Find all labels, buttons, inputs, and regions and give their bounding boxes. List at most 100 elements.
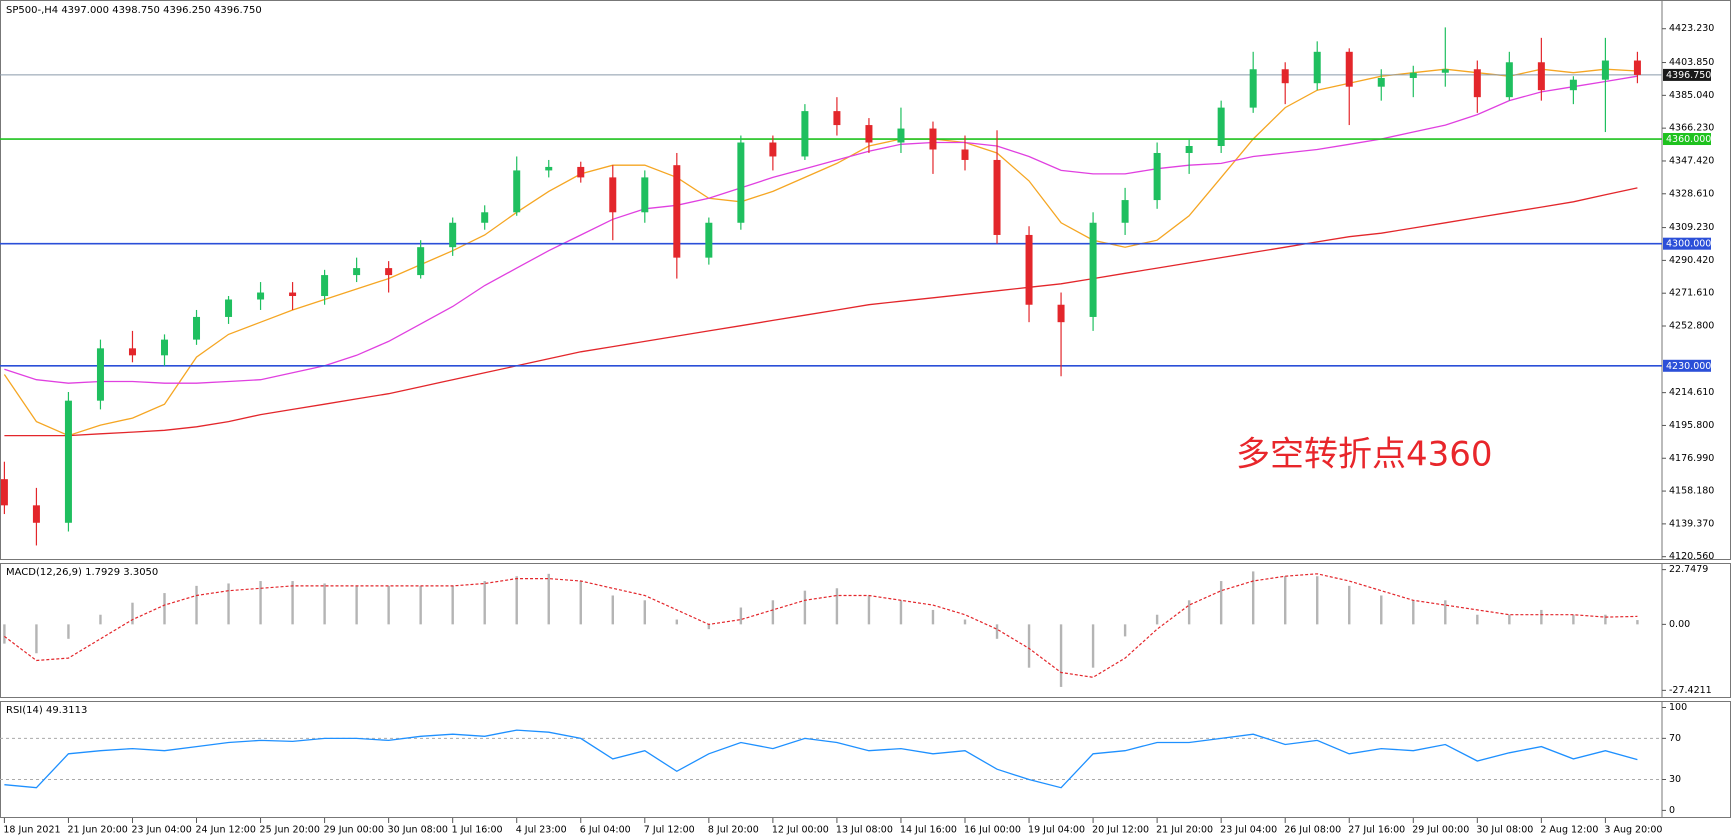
y-tick-label: 4139.370	[1669, 518, 1714, 529]
y-tick-label: 4252.800	[1669, 321, 1714, 332]
histogram-bar	[771, 600, 775, 625]
level-label: 4230.000	[1666, 361, 1711, 372]
histogram-bar	[355, 585, 358, 625]
histogram-bar	[611, 595, 614, 625]
x-tick-label: 23 Jul 04:00	[1220, 825, 1277, 836]
histogram-bar	[1604, 614, 1607, 625]
x-tick-label: 30 Jun 08:00	[388, 825, 448, 836]
level-label-box	[1663, 133, 1711, 146]
histogram-bar	[707, 624, 711, 630]
y-tick-label: 4120.560	[1669, 551, 1714, 562]
y-tick-label: 4176.990	[1669, 453, 1714, 464]
chart-title: SP500-,H4 4397.000 4398.750 4396.250 439…	[6, 5, 262, 16]
x-tick-label: 4 Jul 23:00	[516, 825, 567, 836]
x-tick-label: 25 Jun 20:00	[260, 825, 320, 836]
histogram-bar	[1444, 600, 1447, 625]
x-tick-label: 26 Jul 08:00	[1284, 825, 1341, 836]
y-tick-label: 4328.610	[1669, 188, 1714, 199]
candle-body	[929, 128, 937, 150]
histogram-bar	[195, 585, 198, 625]
panel-frame	[0, 0, 1731, 560]
x-tick-label: 27 Jul 16:00	[1348, 825, 1405, 836]
histogram-bar	[803, 590, 807, 625]
candle-body	[64, 400, 72, 523]
candle-body	[1153, 152, 1161, 201]
x-tick-label: 8 Jul 20:00	[708, 825, 759, 836]
candle-body	[128, 348, 136, 356]
candle-body	[1185, 146, 1193, 153]
histogram-bar	[163, 593, 166, 625]
level-label: 4300.000	[1666, 239, 1711, 250]
candle-body	[1249, 69, 1257, 108]
y-tick-label: 4403.850	[1669, 57, 1714, 68]
x-tick-label: 7 Jul 12:00	[644, 825, 695, 836]
candle-body	[1345, 51, 1353, 87]
candle-body	[1089, 222, 1097, 317]
candle-body	[289, 292, 297, 297]
y-tick-label: 30	[1669, 774, 1681, 785]
candle-body	[417, 247, 425, 276]
level-label: 4360.000	[1666, 134, 1711, 145]
candle-body	[1281, 69, 1289, 84]
histogram-bar	[867, 595, 871, 625]
histogram-bar	[1187, 600, 1191, 625]
histogram-bar	[1636, 620, 1639, 625]
x-tick-label: 3 Aug 20:00	[1604, 825, 1662, 836]
candle-body	[865, 125, 873, 143]
y-tick-label: 0.00	[1669, 619, 1690, 630]
candle-body	[0, 479, 8, 506]
y-tick-label: 70	[1669, 733, 1681, 744]
x-tick-label: 23 Jun 04:00	[131, 825, 191, 836]
histogram-bar	[579, 581, 582, 625]
level-label-box	[1663, 237, 1711, 250]
histogram-bar	[1251, 571, 1255, 625]
moving-average	[3, 68, 1638, 437]
candle-body	[1569, 79, 1577, 91]
x-tick-label: 16 Jul 00:00	[964, 825, 1021, 836]
candle-body	[225, 299, 233, 317]
x-tick-label: 21 Jun 20:00	[67, 825, 127, 836]
y-tick-label: 100	[1669, 702, 1687, 713]
histogram-bar	[419, 585, 422, 625]
histogram-bar	[739, 607, 743, 625]
y-tick-label: 4366.230	[1669, 123, 1714, 134]
y-tick-label: 4271.610	[1669, 288, 1714, 299]
candle-body	[32, 505, 40, 523]
candle-body	[1473, 69, 1481, 98]
candle-body	[1505, 62, 1513, 98]
candle-body	[577, 166, 585, 178]
histogram-bar	[99, 614, 102, 625]
candle-body	[353, 268, 361, 276]
histogram-bar	[931, 609, 935, 625]
histogram-bar	[899, 600, 903, 625]
histogram-bar	[1508, 614, 1511, 625]
x-tick-label: 13 Jul 08:00	[836, 825, 893, 836]
y-tick-label: 4385.040	[1669, 90, 1714, 101]
x-tick-label: 18 Jun 2021	[3, 825, 60, 836]
candle-body	[641, 177, 649, 213]
histogram-bar	[483, 581, 486, 625]
candle-body	[321, 275, 329, 297]
candle-body	[481, 212, 489, 223]
annotation: 多空转折点4360	[1236, 435, 1493, 475]
histogram-bar	[1412, 600, 1415, 625]
candle-body	[673, 165, 681, 258]
histogram-bar	[1284, 576, 1287, 625]
histogram-bar	[675, 619, 679, 625]
y-tick-label: 4195.800	[1669, 420, 1714, 431]
x-tick-label: 1 Jul 16:00	[452, 825, 503, 836]
x-tick-label: 20 Jul 12:00	[1092, 825, 1149, 836]
x-tick-label: 2 Aug 12:00	[1540, 825, 1598, 836]
histogram-bar	[131, 602, 134, 625]
y-tick-label: 0	[1669, 805, 1675, 816]
histogram-bar	[835, 588, 839, 625]
histogram-bar	[67, 624, 70, 639]
candle-body	[609, 177, 617, 213]
histogram-bar	[643, 600, 646, 625]
candle-body	[961, 149, 969, 160]
level-label: 4396.750	[1666, 70, 1711, 81]
candle-body	[1441, 69, 1449, 73]
histogram-bar	[1380, 595, 1383, 625]
candle-body	[193, 316, 201, 340]
y-tick-label: 4423.230	[1669, 23, 1714, 34]
